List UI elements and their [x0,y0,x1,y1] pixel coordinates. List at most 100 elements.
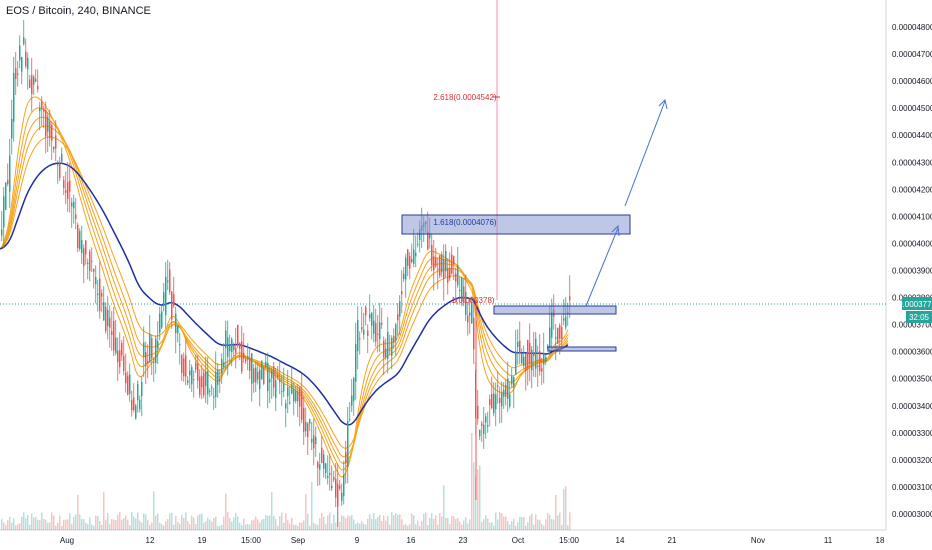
volume-bar [349,516,351,530]
candle-body [89,251,91,272]
candle-body [519,340,521,354]
volume-bar [233,517,235,530]
x-tick-label: 9 [355,536,360,545]
x-tick-label: 18 [876,536,885,545]
candle-body [75,214,77,219]
candle-body [197,363,199,381]
candle-body [95,277,97,285]
volume-bar [489,522,491,530]
volume-bar [527,522,529,530]
volume-bar [37,519,39,530]
candle-body [201,375,203,388]
candle-body [135,405,137,419]
candle-body [537,365,539,367]
volume-bar [387,516,389,530]
candle-body [317,462,319,468]
volume-bar [351,514,353,530]
candle-body [517,341,519,347]
candle-body [363,329,365,335]
volume-bar [535,514,537,530]
volume-bar [521,516,523,530]
candle-body [105,307,107,332]
volume-bar [461,524,463,530]
volume-bar [559,512,561,530]
volume-bar [13,518,15,530]
candle-body [127,375,129,395]
candle-body [477,405,479,420]
volume-bar [523,517,525,530]
volume-bar [395,513,397,530]
candle-body [187,380,189,383]
volume-bar [173,524,175,530]
candle-body [149,333,151,363]
candle-body [59,164,61,178]
candle-body [409,256,411,269]
volume-bar [465,517,467,530]
x-tick-label: 23 [459,536,468,545]
candle-body [491,394,493,409]
volume-bar [379,514,381,530]
volume-bar [367,518,369,530]
volume-bar [493,525,495,530]
candle-body [241,341,243,372]
candle-body [215,371,217,397]
y-tick-label: 0.00003200 [892,456,932,465]
candle-body [527,340,529,369]
y-tick-label: 0.00004300 [892,158,932,167]
candle-body [269,378,271,383]
volume-bar [1,519,3,530]
volume-bar [453,516,455,530]
volume-bar [435,515,437,530]
volume-bar [121,519,123,530]
countdown-tag [906,311,932,323]
volume-bar [401,519,403,530]
candle-body [435,257,437,267]
volume-bar [561,525,563,530]
volume-bar [303,520,305,530]
candle-body [543,353,545,365]
volume-bar [45,519,47,530]
volume-bar [409,524,411,530]
volume-bar [311,482,313,530]
candle-body [161,311,163,328]
volume-bar [85,522,87,530]
candle-body [569,296,571,301]
candle-body [557,327,559,344]
volume-bar [425,512,427,530]
candle-body [111,331,113,335]
volume-bar [237,516,239,530]
volume-bar [61,525,63,530]
candle-body [79,231,81,249]
volume-bar [289,523,291,530]
volume-bar [533,524,535,530]
candle-body [289,402,291,404]
candle-body [389,350,391,352]
x-tick-label: 11 [824,536,833,545]
candle-body [213,396,215,398]
candle-body [101,293,103,297]
volume-bar [259,522,261,530]
candle-body [255,367,257,383]
candle-body [181,355,183,373]
countdown-value: 32:05 [909,313,930,322]
resistance-zone [401,214,631,235]
candle-body [71,202,73,207]
candle-body [117,350,119,362]
volume-bar [343,516,345,530]
candle-body [495,394,497,410]
volume-bar [41,512,43,530]
candle-body [479,429,481,437]
volume-bar [93,525,95,530]
candle-body [349,419,351,421]
volume-bar [53,515,55,530]
volume-bar [377,517,379,530]
candle-body [383,340,385,358]
candle-body [387,332,389,359]
volume-bar [389,524,391,530]
fib-label: 2.618(0.0004542) [433,93,497,102]
candle-body [239,342,241,349]
volume-bar [531,513,533,530]
candle-body [223,362,225,368]
volume-bar [359,523,361,530]
